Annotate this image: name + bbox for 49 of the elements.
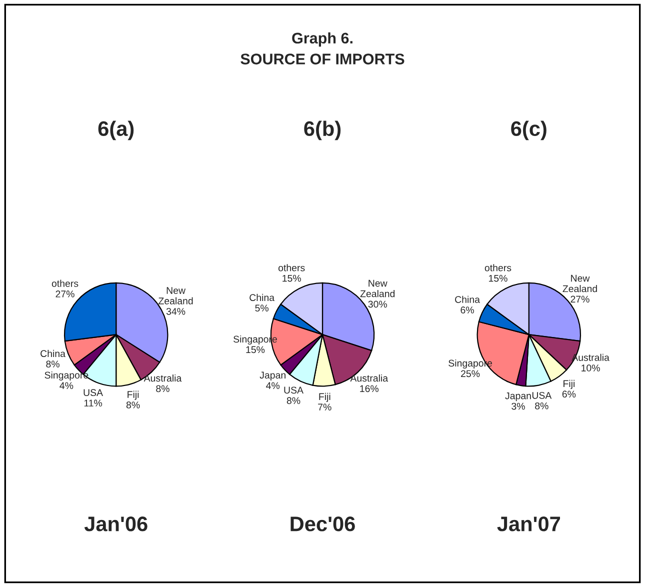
slice-label: China (40, 350, 66, 358)
text: Jan'06 (84, 516, 148, 532)
slice-label: New Zealand (562, 274, 597, 292)
data-label: 15% (488, 274, 508, 282)
text: Jan'07 (497, 516, 560, 532)
data-label: 8% (535, 402, 548, 410)
slice-label: Australia (350, 374, 388, 382)
data-label: 16% (360, 385, 379, 392)
data-label: 27% (56, 290, 74, 298)
data-label: 8% (156, 385, 170, 392)
slice-label: New Zealand (158, 287, 193, 304)
chart-title: 6(b) (304, 120, 341, 140)
slice-label: Fiji (319, 392, 330, 402)
slice-label: New Zealand (360, 280, 395, 298)
data-label: 6% (562, 390, 576, 398)
data-label: 34% (166, 308, 186, 315)
text: Dec'06 (290, 516, 355, 532)
slice-label: others (278, 264, 305, 272)
slice-label: USA (84, 389, 104, 396)
data-label: 5% (255, 304, 268, 312)
data-label: 10% (582, 364, 600, 372)
data-label: 11% (84, 400, 102, 406)
data-label: 4% (60, 382, 74, 390)
data-label: 30% (368, 300, 387, 308)
data-label: 3% (512, 402, 525, 410)
chart-title: 6(a) (98, 120, 134, 140)
data-label: 8% (46, 360, 60, 368)
slice-label: Australia (144, 374, 182, 382)
slice-label: USA (532, 392, 552, 399)
caption: Graph 6. SOURCE OF IMPORTS (240, 32, 404, 64)
slice-label: Japan (505, 392, 531, 402)
data-label: 6% (460, 306, 474, 314)
slice-label: China (250, 294, 275, 302)
chart-title: 6(c) (511, 120, 546, 140)
data-label: 15% (246, 346, 265, 354)
data-label: 27% (570, 296, 590, 303)
data-label: 8% (126, 402, 140, 408)
data-label: 7% (318, 404, 332, 410)
slice-label: USA (284, 386, 304, 394)
slice-label: Fiji (564, 380, 574, 389)
data-label: 25% (461, 370, 480, 378)
data-label: 4% (266, 382, 280, 390)
data-label: 15% (282, 274, 301, 282)
slice-label: China (455, 296, 480, 303)
slice-label: others (484, 264, 512, 272)
slice-label: others (52, 280, 78, 287)
data-label: 8% (286, 397, 300, 404)
slice-label: Fiji (128, 390, 139, 400)
slice-label: Japan (260, 372, 286, 381)
